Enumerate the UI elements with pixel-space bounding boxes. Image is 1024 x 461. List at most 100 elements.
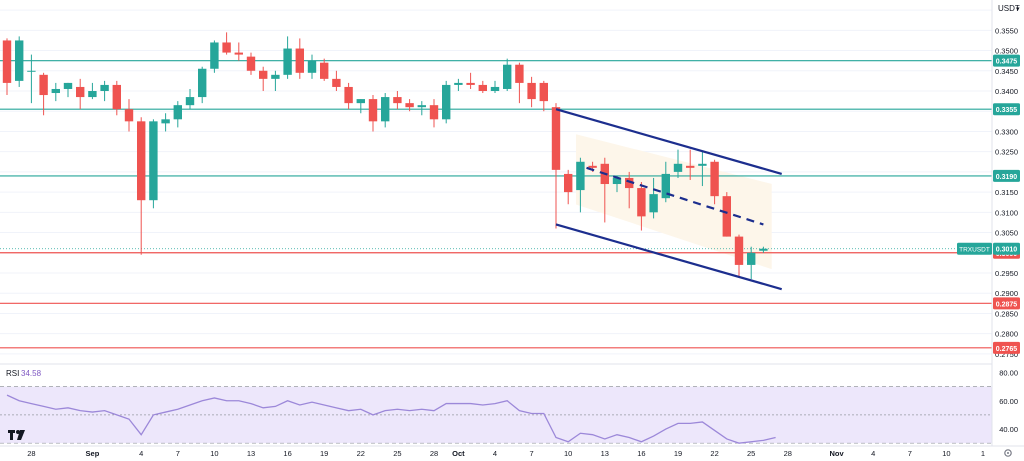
- candle[interactable]: [222, 32, 231, 55]
- candle[interactable]: [551, 103, 561, 229]
- candle[interactable]: [734, 234, 744, 278]
- candle[interactable]: [527, 76, 536, 108]
- candle[interactable]: [539, 80, 548, 112]
- time-tick-label: 22: [357, 449, 365, 458]
- rsi-label: RSI: [6, 369, 19, 378]
- price-tick-label: 0.3100: [995, 208, 1018, 217]
- candle[interactable]: [210, 40, 219, 73]
- candle[interactable]: [320, 58, 329, 81]
- candle-body: [649, 194, 658, 213]
- candle[interactable]: [698, 151, 707, 187]
- candles-layer: [2, 32, 768, 280]
- tradingview-logo[interactable]: [8, 430, 25, 440]
- candle[interactable]: [515, 62, 524, 104]
- currency-label[interactable]: USDT: [998, 4, 1020, 13]
- time-tick-label: 7: [176, 449, 180, 458]
- candle[interactable]: [417, 101, 426, 116]
- candle[interactable]: [234, 42, 243, 61]
- candle-body: [198, 68, 207, 98]
- time-tick-label: 4: [871, 449, 875, 458]
- candle[interactable]: [271, 70, 280, 91]
- candle[interactable]: [307, 54, 317, 79]
- candle[interactable]: [88, 82, 97, 100]
- candle[interactable]: [747, 246, 756, 280]
- price-tick-label: 0.2950: [995, 269, 1018, 278]
- candle[interactable]: [625, 171, 634, 209]
- level-price-label: 0.3475: [996, 59, 1018, 66]
- level-price-tag: [993, 297, 1020, 310]
- candle[interactable]: [100, 80, 109, 102]
- candle[interactable]: [161, 113, 170, 132]
- candle[interactable]: [564, 169, 573, 205]
- candle[interactable]: [759, 246, 768, 253]
- level-price-tag: [993, 54, 1020, 67]
- time-tick-label: Oct: [452, 449, 465, 458]
- candle[interactable]: [686, 149, 695, 180]
- channel-upper-line[interactable]: [555, 108, 783, 175]
- candle[interactable]: [185, 88, 195, 110]
- candle[interactable]: [332, 70, 341, 91]
- candle[interactable]: [27, 54, 36, 104]
- candle-body: [490, 86, 500, 91]
- candle[interactable]: [198, 66, 207, 104]
- candle-body: [503, 64, 512, 89]
- candle[interactable]: [576, 157, 585, 213]
- candle[interactable]: [490, 80, 500, 94]
- candle-body: [149, 121, 158, 201]
- candle[interactable]: [503, 58, 512, 91]
- candle-body: [637, 188, 646, 217]
- candle[interactable]: [137, 117, 146, 255]
- candle[interactable]: [39, 72, 48, 116]
- channel-mid-line[interactable]: [586, 166, 764, 226]
- time-tick-label: 10: [942, 449, 950, 458]
- channel-lower-line[interactable]: [555, 223, 783, 291]
- candle[interactable]: [393, 91, 402, 110]
- candle[interactable]: [124, 99, 134, 132]
- time-tick-label: 19: [320, 449, 328, 458]
- candle[interactable]: [673, 149, 683, 178]
- currency-dropdown-icon[interactable]: ▾: [1016, 6, 1020, 13]
- price-tick-label: 0.3550: [995, 26, 1018, 35]
- candle[interactable]: [478, 80, 487, 94]
- candle[interactable]: [466, 72, 475, 89]
- candle[interactable]: [649, 177, 658, 219]
- candle-body: [173, 105, 182, 120]
- candle[interactable]: [637, 182, 646, 231]
- candle[interactable]: [356, 99, 365, 114]
- candle[interactable]: [344, 82, 353, 110]
- candle-body: [88, 91, 97, 98]
- candle[interactable]: [429, 99, 439, 128]
- rsi-value: 34.58: [21, 369, 42, 378]
- candle[interactable]: [454, 78, 463, 91]
- time-tick-label: 28: [27, 449, 35, 458]
- candle-body: [51, 88, 60, 94]
- candle[interactable]: [295, 38, 304, 79]
- rsi-line[interactable]: [6, 394, 776, 444]
- candle[interactable]: [15, 36, 24, 87]
- candle[interactable]: [173, 101, 182, 128]
- candle[interactable]: [2, 38, 12, 96]
- level-price-label: 0.3355: [996, 107, 1018, 114]
- time-tick-label: 25: [747, 449, 755, 458]
- candle[interactable]: [405, 99, 414, 112]
- candle[interactable]: [259, 66, 268, 91]
- candle[interactable]: [710, 159, 719, 205]
- candle[interactable]: [722, 192, 731, 237]
- settings-gear-icon[interactable]: [1004, 449, 1012, 457]
- candle[interactable]: [381, 93, 390, 128]
- candle[interactable]: [51, 82, 60, 102]
- candle[interactable]: [368, 95, 378, 132]
- price-tick-label: 0.2900: [995, 289, 1018, 298]
- candle-body: [185, 97, 195, 106]
- candle[interactable]: [283, 36, 292, 79]
- candle[interactable]: [246, 52, 256, 75]
- candle[interactable]: [661, 161, 670, 203]
- candle[interactable]: [76, 78, 85, 110]
- candle[interactable]: [63, 82, 73, 98]
- candle-body: [625, 177, 634, 189]
- candle[interactable]: [149, 119, 158, 209]
- candle[interactable]: [112, 80, 121, 116]
- time-tick-label: Nov: [830, 449, 845, 458]
- candle[interactable]: [442, 80, 451, 124]
- candle-body: [698, 163, 707, 166]
